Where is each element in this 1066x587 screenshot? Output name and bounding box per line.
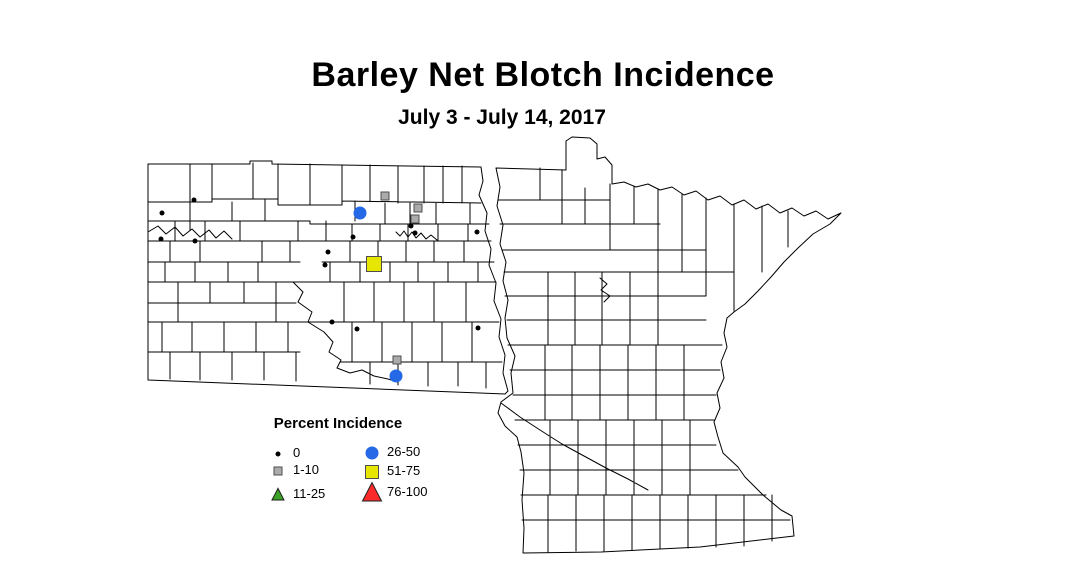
dot-marker-icon [275,451,281,457]
incidence-marker-0 [325,249,331,255]
incidence-marker-0 [350,234,356,240]
legend-item-label: 26-50 [387,444,421,459]
gray-square-marker-icon [273,466,283,476]
legend-item-26-50: 26-50 [361,441,420,463]
incidence-marker-26-50 [389,369,403,383]
legend-item-label: 51-75 [387,463,421,478]
incidence-marker-26-50 [353,206,367,220]
legend-item-label: 1-10 [293,462,320,477]
incidence-marker-0 [322,262,328,268]
north-dakota-county-lines [147,162,503,389]
incidence-marker-0 [192,238,198,244]
incidence-marker-1-10 [413,203,423,213]
green-triangle-marker-icon [271,487,285,501]
incidence-marker-0 [408,223,414,229]
date-range-subtitle: July 3 - July 14, 2017 [398,106,606,129]
legend-title: Percent Incidence [273,415,403,432]
legend-item-label: 11-25 [293,486,326,501]
incidence-marker-0 [158,236,164,242]
incidence-marker-0 [191,197,197,203]
incidence-marker-0 [474,229,480,235]
minnesota-map [495,136,842,554]
incidence-marker-1-10 [380,191,390,201]
incidence-marker-0 [329,319,335,325]
blue-circle-marker-icon [365,446,379,460]
legend-item-11-25: 11-25 [267,483,325,505]
incidence-marker-0 [475,325,481,331]
yellow-square-marker-icon [365,465,379,479]
incidence-marker-0 [159,210,165,216]
red-triangle-marker-icon [361,481,383,502]
legend-item-0: 0 [267,442,300,464]
minnesota-outline [495,136,842,554]
incidence-marker-0 [354,326,360,332]
north-dakota-map [147,160,509,395]
minnesota-county-lines [497,167,791,553]
north-dakota-outline [147,160,509,395]
page-title: Barley Net Blotch Incidence [311,56,775,94]
legend-item-1-10: 1-10 [267,459,319,481]
incidence-marker-1-10 [410,214,420,224]
incidence-marker-1-10 [392,355,402,365]
legend-item-51-75: 51-75 [361,460,420,482]
incidence-marker-51-75 [366,256,382,272]
incidence-marker-layer [158,191,481,383]
legend-item-label: 0 [293,445,301,460]
legend-item-label: 76-100 [387,484,428,499]
incidence-marker-0 [412,230,418,236]
legend-item-76-100: 76-100 [361,481,427,503]
